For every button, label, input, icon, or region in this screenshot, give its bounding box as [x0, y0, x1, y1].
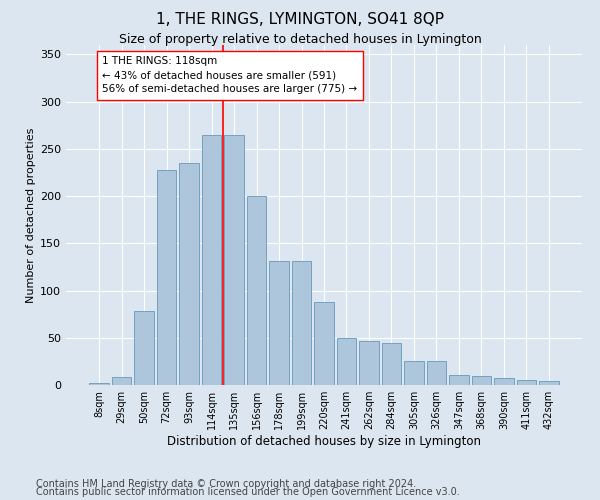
- Bar: [404, 362, 424, 385]
- Bar: [224, 134, 244, 385]
- Y-axis label: Number of detached properties: Number of detached properties: [26, 128, 36, 302]
- Text: Contains HM Land Registry data © Crown copyright and database right 2024.: Contains HM Land Registry data © Crown c…: [36, 479, 416, 489]
- Bar: [179, 163, 199, 385]
- Bar: [449, 374, 469, 385]
- Text: 1, THE RINGS, LYMINGTON, SO41 8QP: 1, THE RINGS, LYMINGTON, SO41 8QP: [156, 12, 444, 28]
- Bar: [472, 376, 491, 385]
- X-axis label: Distribution of detached houses by size in Lymington: Distribution of detached houses by size …: [167, 435, 481, 448]
- Text: Size of property relative to detached houses in Lymington: Size of property relative to detached ho…: [119, 32, 481, 46]
- Text: Contains public sector information licensed under the Open Government Licence v3: Contains public sector information licen…: [36, 487, 460, 497]
- Bar: [89, 383, 109, 385]
- Bar: [247, 196, 266, 385]
- Bar: [112, 378, 131, 385]
- Bar: [157, 170, 176, 385]
- Bar: [269, 262, 289, 385]
- Bar: [427, 362, 446, 385]
- Bar: [314, 302, 334, 385]
- Text: 1 THE RINGS: 118sqm
← 43% of detached houses are smaller (591)
56% of semi-detac: 1 THE RINGS: 118sqm ← 43% of detached ho…: [103, 56, 358, 94]
- Bar: [494, 378, 514, 385]
- Bar: [517, 380, 536, 385]
- Bar: [359, 340, 379, 385]
- Bar: [337, 338, 356, 385]
- Bar: [134, 312, 154, 385]
- Bar: [202, 134, 221, 385]
- Bar: [539, 381, 559, 385]
- Bar: [382, 342, 401, 385]
- Bar: [292, 262, 311, 385]
